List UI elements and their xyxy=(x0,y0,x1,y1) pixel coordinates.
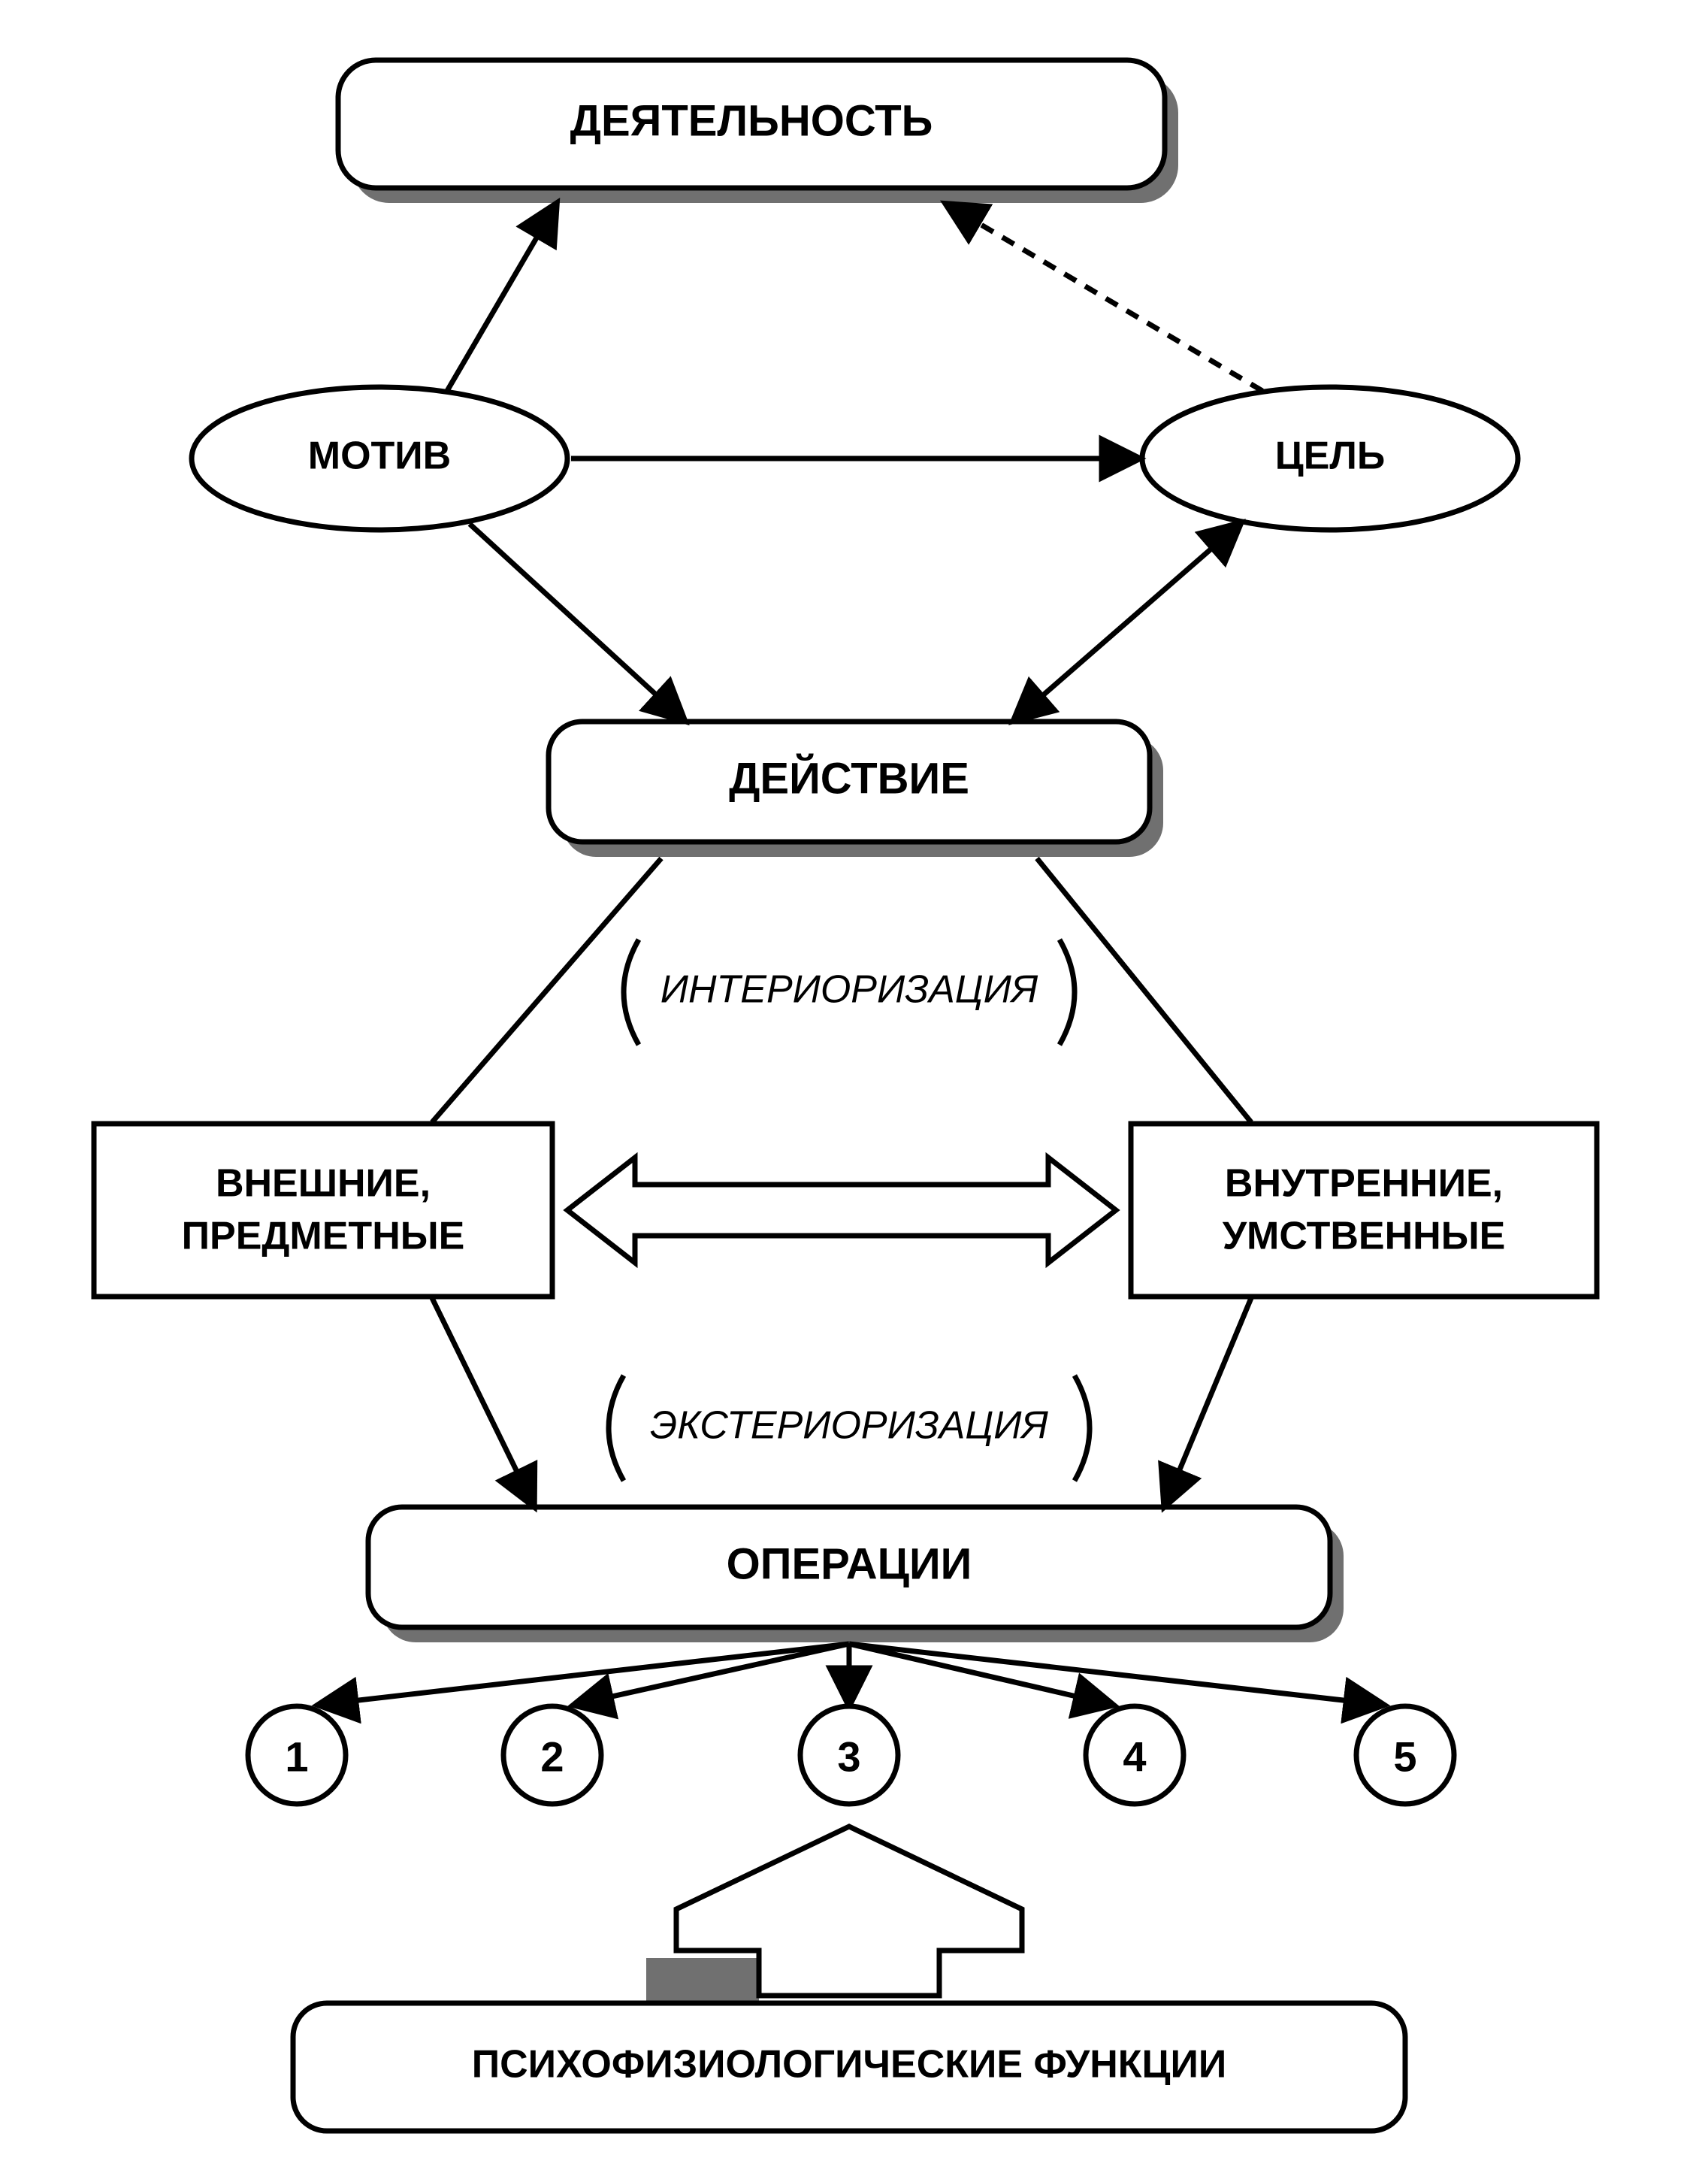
edge xyxy=(470,524,684,720)
bracket-left xyxy=(609,1376,624,1481)
label-n2: 2 xyxy=(540,1733,564,1781)
edge xyxy=(319,1644,849,1705)
node-external xyxy=(94,1124,552,1297)
label-n1: 1 xyxy=(285,1733,308,1781)
label-motive: МОТИВ xyxy=(308,434,451,478)
bracket-right xyxy=(1060,940,1075,1045)
label-n3: 3 xyxy=(837,1733,860,1781)
label-operations: ОПЕРАЦИИ xyxy=(727,1539,972,1588)
edge xyxy=(1014,524,1240,720)
node-internal xyxy=(1131,1124,1597,1297)
label-internal-1: ВНУТРЕННИЕ, xyxy=(1225,1162,1503,1206)
label-internal-2: УМСТВЕННЫЕ xyxy=(1223,1215,1506,1258)
label-external-2: ПРЕДМЕТНЫЕ xyxy=(182,1215,465,1258)
edge xyxy=(947,204,1262,391)
edge xyxy=(849,1644,1383,1705)
edge xyxy=(432,858,661,1122)
edge xyxy=(447,204,556,391)
label-action: ДЕЙСТВИЕ xyxy=(729,754,969,803)
edge xyxy=(575,1644,849,1705)
bracket-right xyxy=(1075,1376,1090,1481)
label-n5: 5 xyxy=(1393,1733,1416,1781)
edge xyxy=(1165,1298,1251,1506)
edge xyxy=(1037,858,1251,1122)
label-inter: ИНТЕРИОРИЗАЦИЯ xyxy=(661,968,1038,1012)
edge xyxy=(432,1298,534,1506)
double-arrow xyxy=(567,1158,1116,1263)
label-n4: 4 xyxy=(1123,1733,1146,1781)
label-activity: ДЕЯТЕЛЬНОСТЬ xyxy=(570,96,933,145)
label-functions: ПСИХОФИЗИОЛОГИЧЕСКИЕ ФУНКЦИИ xyxy=(472,2043,1227,2087)
label-goal: ЦЕЛЬ xyxy=(1275,434,1386,478)
bracket-left xyxy=(624,940,639,1045)
edge xyxy=(849,1644,1112,1705)
label-external-1: ВНЕШНИЕ, xyxy=(216,1162,431,1206)
label-exter: ЭКСТЕРИОРИЗАЦИЯ xyxy=(650,1404,1048,1448)
